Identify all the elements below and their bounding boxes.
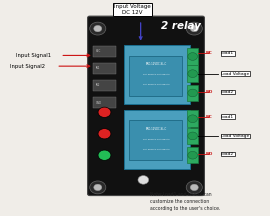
Text: SRD-12VDC-SL-C: SRD-12VDC-SL-C (146, 62, 167, 66)
FancyBboxPatch shape (93, 80, 116, 91)
Circle shape (188, 70, 197, 78)
Text: IN2: IN2 (96, 83, 100, 87)
Text: Load2: Load2 (221, 90, 234, 94)
Text: GND: GND (96, 101, 102, 105)
Text: Load Voltage: Load Voltage (221, 134, 249, 138)
Text: Input Signal1: Input Signal1 (16, 53, 51, 58)
Text: NO: NO (205, 90, 213, 94)
Text: NO: NO (205, 152, 213, 156)
FancyBboxPatch shape (129, 56, 182, 96)
Text: VCC: VCC (96, 49, 101, 53)
Circle shape (190, 184, 198, 191)
Text: Load Voltage: Load Voltage (221, 72, 249, 76)
Text: Load1: Load1 (221, 114, 234, 119)
FancyBboxPatch shape (124, 45, 190, 104)
FancyBboxPatch shape (87, 16, 204, 195)
Text: 2 relay: 2 relay (161, 21, 201, 32)
Circle shape (186, 22, 202, 35)
Text: 10A 250VAC 10A125VAC: 10A 250VAC 10A125VAC (143, 74, 170, 75)
FancyBboxPatch shape (124, 110, 190, 169)
Text: 10A 250VAC 10A125VAC: 10A 250VAC 10A125VAC (143, 138, 170, 140)
Text: Note:Load1 and Load2 can
customize the connection
according to the user's choice: Note:Load1 and Load2 can customize the c… (150, 192, 221, 211)
FancyBboxPatch shape (187, 147, 198, 164)
Circle shape (188, 53, 197, 60)
FancyBboxPatch shape (187, 85, 198, 101)
Text: Input Voltage
DC 12V: Input Voltage DC 12V (114, 4, 151, 15)
Text: Load1: Load1 (221, 51, 234, 55)
Text: NC: NC (205, 114, 212, 119)
FancyBboxPatch shape (129, 120, 182, 160)
FancyBboxPatch shape (187, 65, 198, 82)
Circle shape (90, 181, 106, 194)
Circle shape (98, 107, 111, 118)
Circle shape (94, 184, 102, 191)
Circle shape (98, 150, 111, 160)
Circle shape (188, 132, 197, 140)
Text: IN1: IN1 (96, 66, 100, 70)
Text: Load2: Load2 (221, 152, 234, 156)
Circle shape (188, 89, 197, 97)
Text: 10A 250VAC 10A125VAC: 10A 250VAC 10A125VAC (143, 84, 170, 85)
FancyBboxPatch shape (93, 63, 116, 74)
Circle shape (188, 115, 197, 123)
FancyBboxPatch shape (93, 46, 116, 57)
FancyBboxPatch shape (93, 97, 116, 108)
Circle shape (186, 181, 202, 194)
FancyBboxPatch shape (187, 110, 198, 127)
Text: Input Signal2: Input Signal2 (10, 64, 46, 69)
Text: NC: NC (205, 51, 212, 55)
Text: 10A 250VAC 10A125VAC: 10A 250VAC 10A125VAC (143, 148, 170, 149)
Circle shape (138, 176, 149, 184)
Circle shape (190, 25, 198, 32)
Circle shape (94, 25, 102, 32)
FancyBboxPatch shape (187, 128, 198, 144)
Text: SRD-12VDC-SL-C: SRD-12VDC-SL-C (146, 127, 167, 131)
Circle shape (90, 22, 106, 35)
FancyBboxPatch shape (187, 48, 198, 65)
Circle shape (98, 129, 111, 139)
Circle shape (188, 151, 197, 159)
